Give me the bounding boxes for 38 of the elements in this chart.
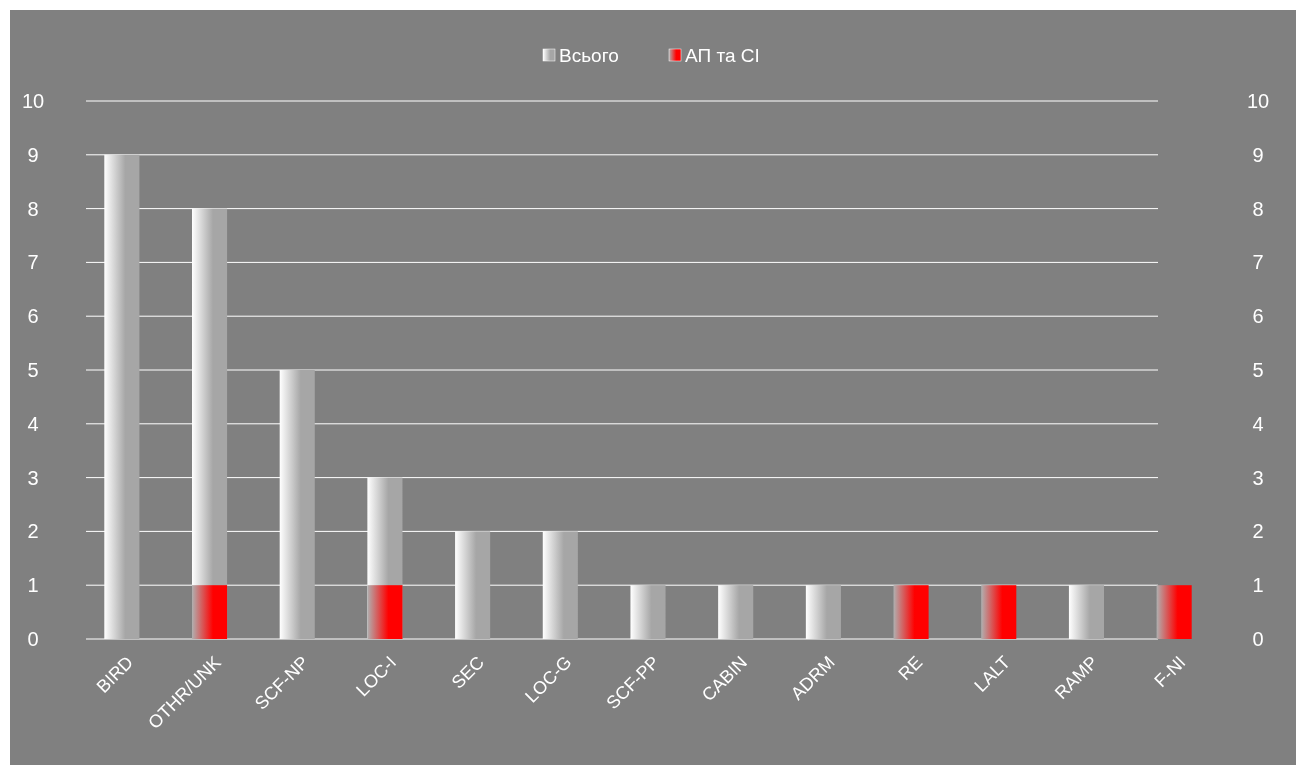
- y2-tick-label: 5: [1252, 359, 1264, 381]
- y2-tick-label: 7: [1252, 251, 1264, 274]
- bar: [1156, 585, 1192, 639]
- bar: [981, 585, 1017, 639]
- y-tick-label: 4: [27, 412, 39, 435]
- y2-tick-label: 4: [1252, 412, 1264, 435]
- y-tick-label: 7: [27, 251, 39, 274]
- y-tick-label: 0: [27, 628, 39, 650]
- bar: [542, 531, 578, 639]
- y2-tick-label: 8: [1252, 197, 1264, 220]
- y-tick-label: 2: [27, 520, 39, 543]
- y-tick-label: 10: [21, 90, 45, 112]
- bar: [630, 585, 666, 639]
- bar: [893, 585, 929, 639]
- y2-tick-label: 6: [1252, 305, 1264, 328]
- y-tick-label: 9: [27, 143, 39, 166]
- bar: [367, 585, 403, 639]
- y-tick-label: 1: [27, 574, 39, 597]
- bar: [279, 370, 315, 639]
- x-tick-label: RE: [894, 652, 927, 684]
- y2-tick-label: 3: [1252, 466, 1264, 489]
- bar: [718, 585, 754, 639]
- y-tick-label: 5: [27, 359, 39, 381]
- legend-label: АП та СІ: [685, 44, 760, 66]
- y2-tick-label: 2: [1252, 520, 1264, 543]
- y2-tick-label: 1: [1252, 574, 1264, 597]
- legend-label: Всього: [559, 44, 619, 66]
- bar: [104, 154, 140, 639]
- y2-tick-label: 10: [1246, 90, 1270, 112]
- y-tick-label: 6: [27, 305, 39, 328]
- bar: [805, 585, 841, 639]
- bar: [1068, 585, 1104, 639]
- bar: [192, 585, 228, 639]
- y-tick-label: 8: [27, 197, 39, 220]
- y2-tick-label: 9: [1252, 143, 1264, 166]
- y-tick-label: 3: [27, 466, 39, 489]
- y2-tick-label: 0: [1252, 628, 1264, 650]
- bar: [455, 531, 491, 639]
